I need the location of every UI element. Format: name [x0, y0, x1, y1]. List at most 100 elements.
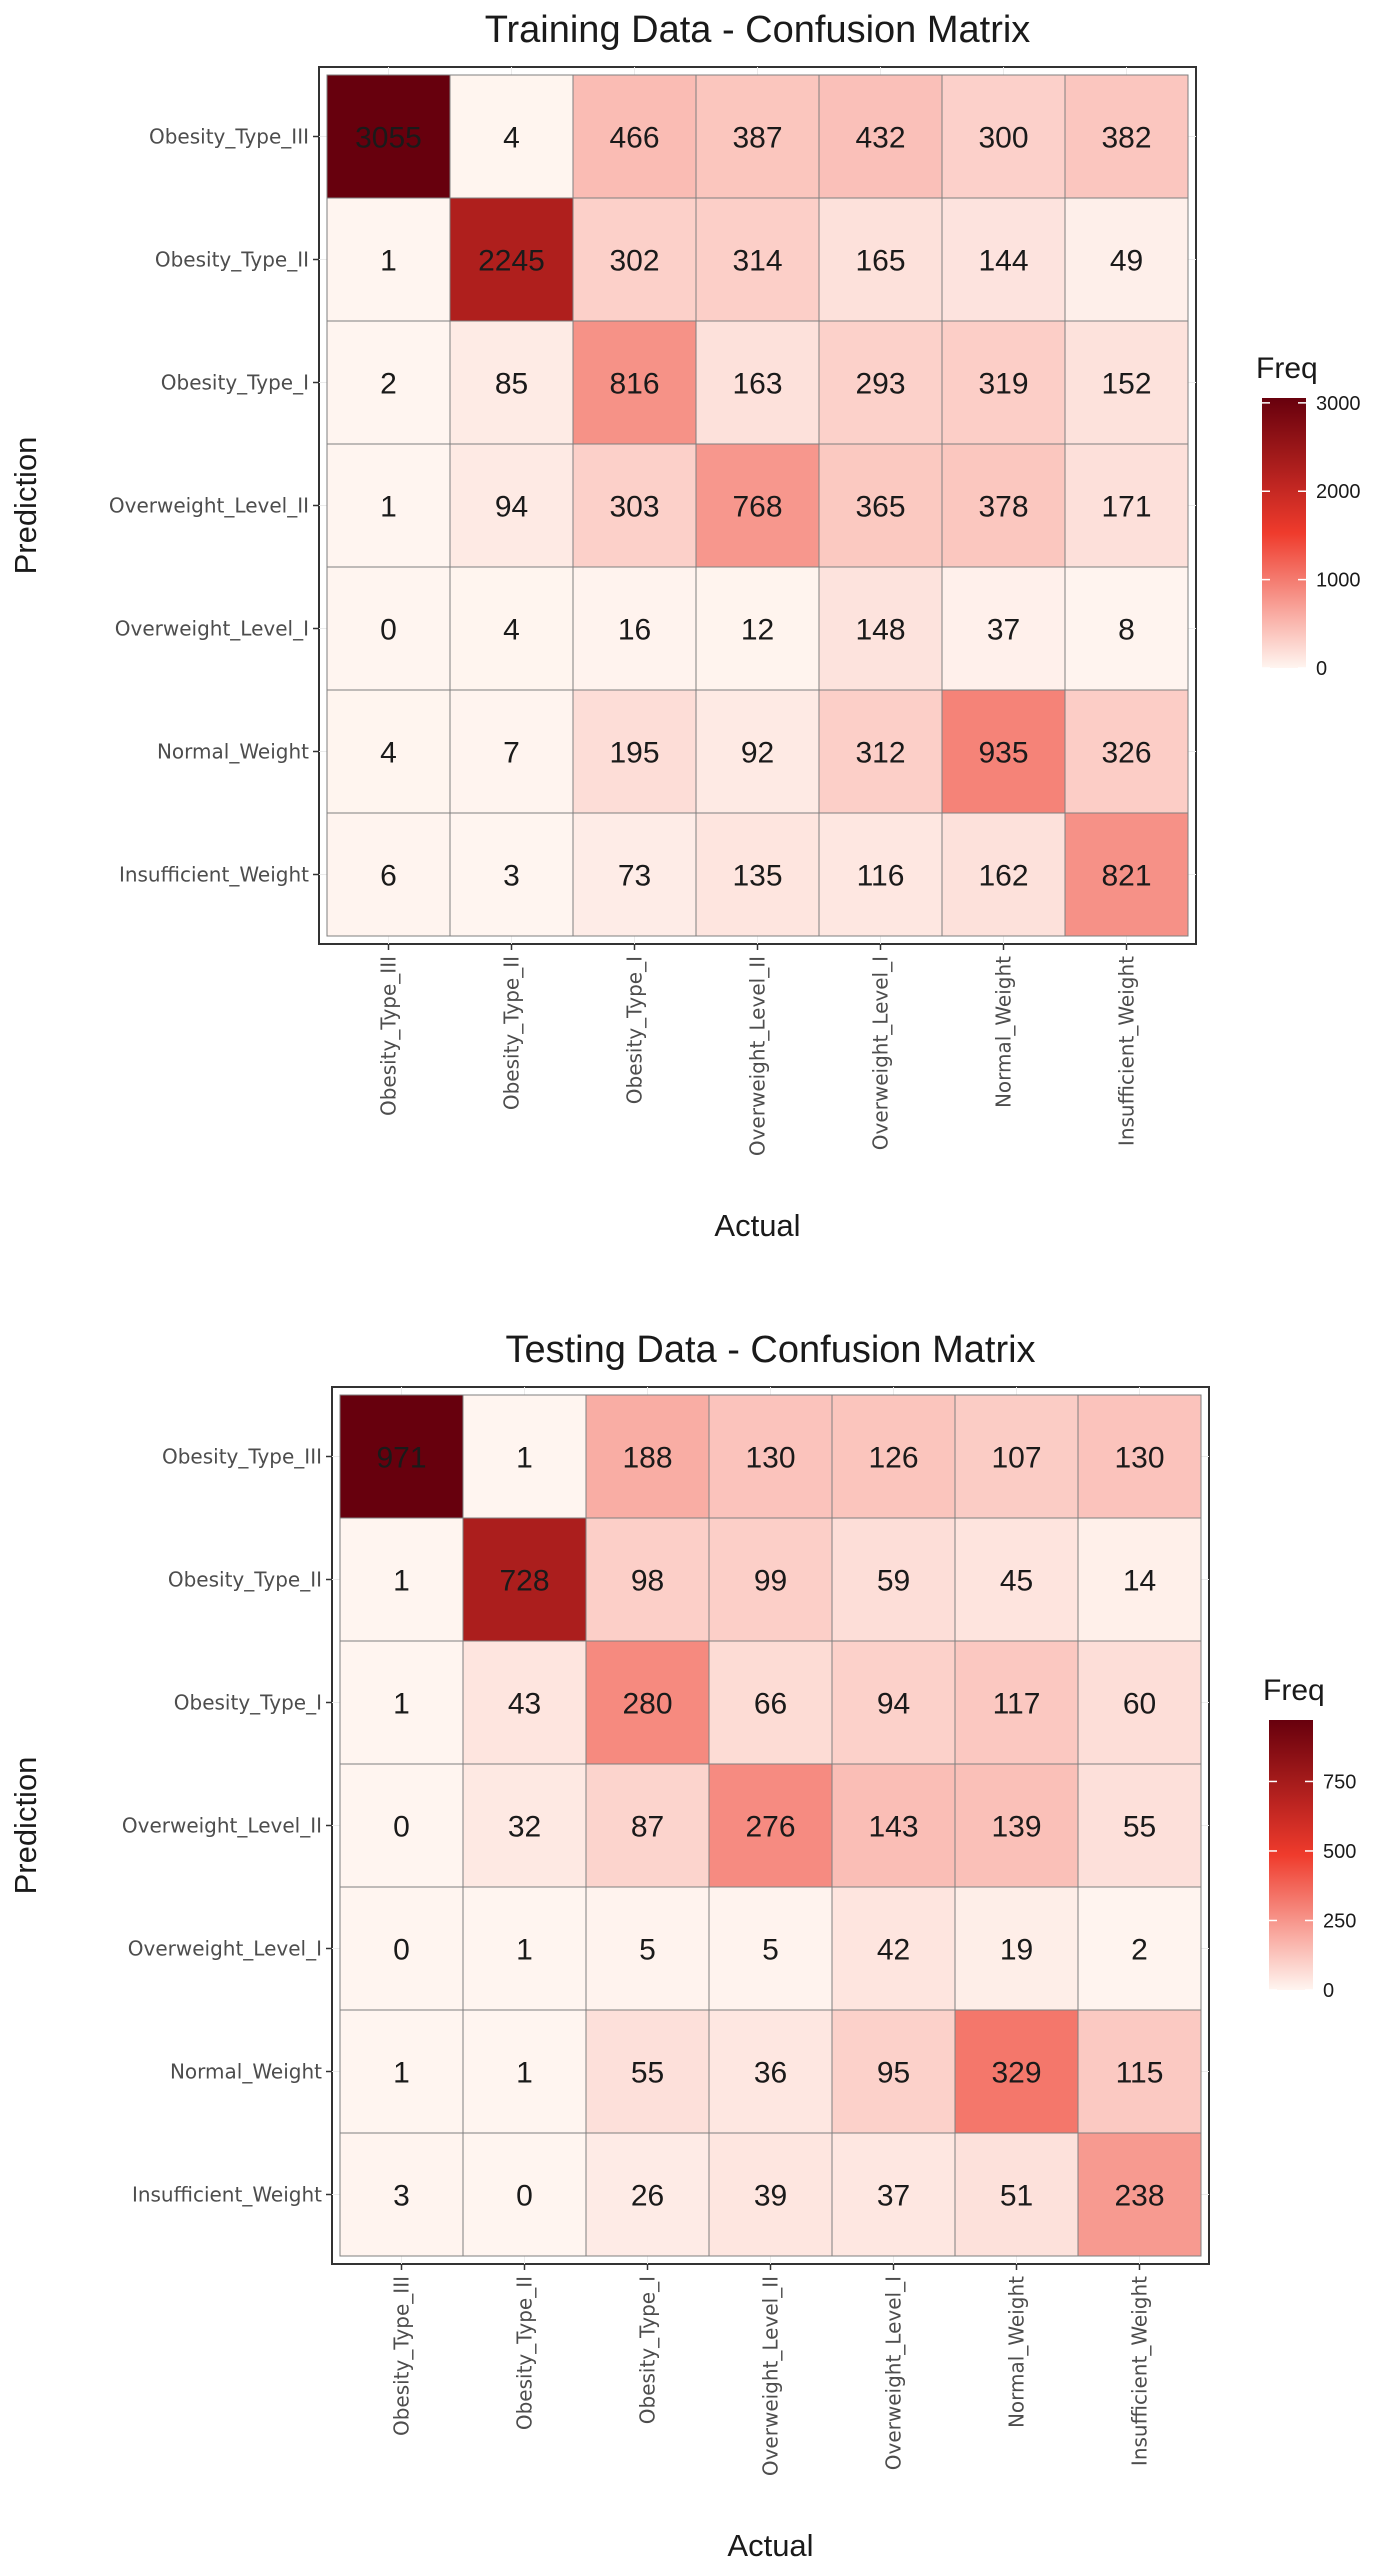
cell-value-label: 26: [631, 2180, 664, 2213]
heatmap-cell: [462, 1517, 587, 1642]
cell-value-label: 302: [609, 245, 659, 278]
x-tick-label-obesity-type-ii: Obesity_Type_II: [513, 2276, 537, 2430]
cell-value-label: 49: [1110, 245, 1143, 278]
cell-value-label: 55: [1123, 1811, 1156, 1844]
legend-colorbar: [1269, 1720, 1313, 1990]
cell-value-label: 12: [741, 614, 774, 647]
heatmap-cell: [954, 1886, 1079, 2011]
cell-value-label: 16: [618, 614, 651, 647]
cell-value-label: 99: [754, 1565, 787, 1598]
cell-value-label: 728: [499, 1565, 549, 1598]
cell-value-label: 0: [516, 2180, 533, 2213]
cell-value-label: 37: [987, 614, 1020, 647]
legend-colorbar: [1262, 398, 1306, 668]
legend-tick-label: 0: [1323, 1980, 1334, 2002]
heatmap-cell: [572, 443, 697, 568]
heatmap-cell: [572, 197, 697, 322]
heatmap-cell: [818, 812, 943, 937]
heatmap-cell: [1077, 2009, 1202, 2134]
cell-value-label: 59: [877, 1565, 910, 1598]
legend-title: Freq: [1256, 352, 1318, 385]
cell-value-label: 144: [978, 245, 1028, 278]
cell-value-label: 115: [1116, 2057, 1164, 2090]
cell-value-label: 0: [393, 1934, 410, 1967]
cell-value-label: 387: [732, 122, 782, 155]
heatmap-cell: [585, 1517, 710, 1642]
cell-value-label: 162: [978, 860, 1028, 893]
cell-value-label: 37: [877, 2180, 910, 2213]
cell-value-label: 326: [1101, 737, 1151, 770]
heatmap-cell: [339, 2009, 464, 2134]
cell-value-label: 466: [609, 122, 659, 155]
heatmap-cell: [449, 74, 574, 199]
heatmap-cell: [339, 1886, 464, 2011]
cell-value-label: 293: [855, 368, 905, 401]
legend-tick-label: 250: [1323, 1910, 1356, 1932]
cell-value-label: 6: [380, 860, 397, 893]
x-axis-title: Actual: [714, 1208, 800, 1243]
cell-value-label: 768: [732, 491, 782, 524]
cell-value-label: 365: [855, 491, 905, 524]
heatmap-cell: [1077, 1763, 1202, 1888]
heatmap-cell: [326, 566, 451, 691]
cell-value-label: 130: [1114, 1442, 1164, 1475]
cell-value-label: 0: [393, 1811, 410, 1844]
cell-value-label: 935: [978, 737, 1028, 770]
heatmap-cell: [449, 812, 574, 937]
x-tick-label-overweight-level-i: Overweight_Level_I: [869, 956, 893, 1150]
cell-value-label: 60: [1123, 1688, 1156, 1721]
cell-value-label: 14: [1123, 1565, 1156, 1598]
heatmap-cell: [695, 74, 820, 199]
heatmap-cell: [695, 320, 820, 445]
heatmap-cell: [462, 1394, 587, 1519]
legend-tick-label: 1000: [1316, 570, 1361, 592]
x-tick-label-normal-weight: Normal_Weight: [992, 956, 1016, 1108]
x-tick-label-obesity-type-iii: Obesity_Type_III: [377, 956, 401, 1116]
heatmap-cell: [1064, 197, 1189, 322]
cell-value-label: 300: [978, 122, 1028, 155]
heatmap-cell: [449, 566, 574, 691]
heatmap-cell: [339, 1640, 464, 1765]
cell-value-label: 3: [393, 2180, 410, 2213]
heatmap-cell: [339, 2132, 464, 2257]
cell-value-label: 171: [1101, 491, 1151, 524]
heatmap-cell: [339, 1394, 464, 1519]
x-tick-label-obesity-type-i: Obesity_Type_I: [623, 956, 647, 1104]
y-tick-label-overweight-level-ii: Overweight_Level_II: [122, 1814, 322, 1838]
cell-value-label: 971: [376, 1442, 426, 1475]
heatmap-cell: [585, 2009, 710, 2134]
cell-value-label: 1: [516, 1442, 533, 1475]
legend-tick-label: 500: [1323, 1841, 1356, 1863]
heatmap-cell: [954, 2009, 1079, 2134]
heatmap-cell: [831, 1394, 956, 1519]
heatmap-cell: [1064, 320, 1189, 445]
heatmap-cell: [695, 566, 820, 691]
heatmap-cell: [1064, 812, 1189, 937]
x-axis-title: Actual: [727, 2528, 813, 2563]
heatmap-cell: [462, 1763, 587, 1888]
legend-tick-label: 0: [1316, 658, 1327, 680]
y-tick-label-overweight-level-ii: Overweight_Level_II: [109, 494, 309, 518]
y-tick-label-obesity-type-ii: Obesity_Type_II: [168, 1568, 322, 1592]
heatmap-cell: [572, 812, 697, 937]
cell-value-label: 3055: [355, 122, 422, 155]
x-tick-label-obesity-type-i: Obesity_Type_I: [636, 2276, 660, 2424]
cell-value-label: 1: [393, 1565, 410, 1598]
cell-value-label: 39: [754, 2180, 787, 2213]
heatmap-cell: [585, 2132, 710, 2257]
confusion-matrix-training: Training Data - Confusion Matrix 3055 4 466…: [8, 9, 1361, 1243]
cell-value-label: 7: [503, 737, 520, 770]
cell-value-label: 94: [495, 491, 528, 524]
legend-tick-label: 2000: [1316, 481, 1361, 503]
heatmap-cell: [954, 1517, 1079, 1642]
heatmap-cell: [708, 1640, 833, 1765]
heatmap-cell: [326, 443, 451, 568]
heatmap-cell: [1064, 566, 1189, 691]
heatmap-cell: [1064, 689, 1189, 814]
y-tick-label-insufficient-weight: Insufficient_Weight: [132, 2183, 322, 2207]
cell-value-label: 329: [991, 2057, 1041, 2090]
heatmap-cell: [462, 1640, 587, 1765]
cell-value-label: 3: [503, 860, 520, 893]
x-tick-label-insufficient-weight: Insufficient_Weight: [1128, 2276, 1152, 2466]
heatmap-cell: [818, 566, 943, 691]
